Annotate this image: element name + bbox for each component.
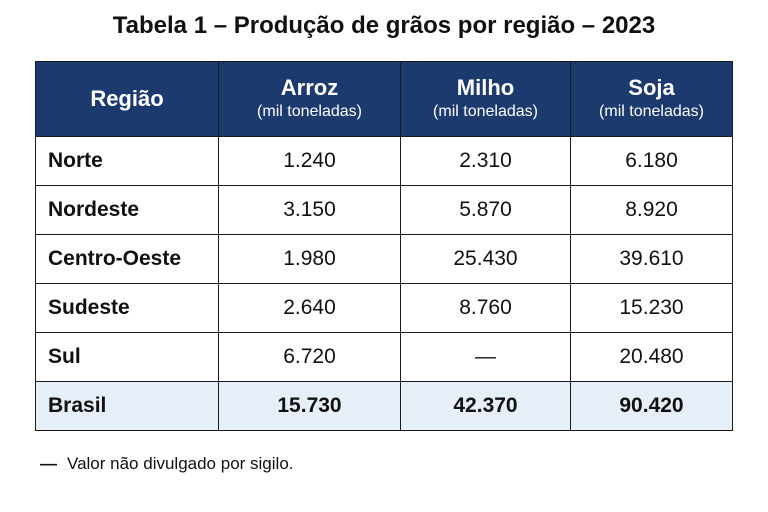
header-soja-unit: (mil toneladas) xyxy=(599,103,704,120)
row-arroz: 6.720 xyxy=(218,332,401,382)
header-region: Região xyxy=(35,61,219,137)
row-milho: 8.760 xyxy=(400,283,571,333)
table-row: Sudeste 2.640 8.760 15.230 xyxy=(35,283,733,333)
table-row: Norte 1.240 2.310 6.180 xyxy=(35,136,733,186)
total-soja: 90.420 xyxy=(570,381,733,431)
row-arroz: 1.980 xyxy=(218,234,401,284)
table-title: Tabela 1 – Produção de grãos por região … xyxy=(112,12,656,39)
row-arroz: 1.240 xyxy=(218,136,401,186)
row-region: Nordeste xyxy=(35,185,219,235)
table-row: Centro-Oeste 1.980 25.430 39.610 xyxy=(35,234,733,284)
table-row: Nordeste 3.150 5.870 8.920 xyxy=(35,185,733,235)
header-milho-label: Milho xyxy=(456,75,515,100)
row-region: Norte xyxy=(35,136,219,186)
row-milho: 25.430 xyxy=(400,234,571,284)
row-soja: 6.180 xyxy=(570,136,733,186)
footnote-symbol: — xyxy=(40,454,57,473)
row-arroz: 3.150 xyxy=(218,185,401,235)
header-arroz-label: Arroz xyxy=(280,75,339,100)
row-region: Sul xyxy=(35,332,219,382)
row-milho: — xyxy=(400,332,571,382)
row-milho: 2.310 xyxy=(400,136,571,186)
row-soja: 8.920 xyxy=(570,185,733,235)
row-region: Sudeste xyxy=(35,283,219,333)
production-table: Região Arroz (mil toneladas) Milho (mil … xyxy=(35,61,733,431)
header-arroz-unit: (mil toneladas) xyxy=(257,103,362,120)
footnote-text: Valor não divulgado por sigilo. xyxy=(67,454,294,473)
total-region: Brasil xyxy=(35,381,219,431)
header-region-label: Região xyxy=(90,86,164,111)
total-milho: 42.370 xyxy=(400,381,571,431)
row-region: Centro-Oeste xyxy=(35,234,219,284)
header-arroz: Arroz (mil toneladas) xyxy=(218,61,401,137)
header-soja-label: Soja xyxy=(628,75,675,100)
row-soja: 15.230 xyxy=(570,283,733,333)
row-soja: 20.480 xyxy=(570,332,733,382)
footnote: — Valor não divulgado por sigilo. xyxy=(40,454,294,474)
header-milho-unit: (mil toneladas) xyxy=(433,103,538,120)
row-soja: 39.610 xyxy=(570,234,733,284)
total-arroz: 15.730 xyxy=(218,381,401,431)
table-row: Sul 6.720 — 20.480 xyxy=(35,332,733,382)
total-row: Brasil 15.730 42.370 90.420 xyxy=(35,381,733,431)
header-milho: Milho (mil toneladas) xyxy=(400,61,571,137)
header-soja: Soja (mil toneladas) xyxy=(570,61,733,137)
table-header-row: Região Arroz (mil toneladas) Milho (mil … xyxy=(35,61,733,137)
row-arroz: 2.640 xyxy=(218,283,401,333)
row-milho: 5.870 xyxy=(400,185,571,235)
